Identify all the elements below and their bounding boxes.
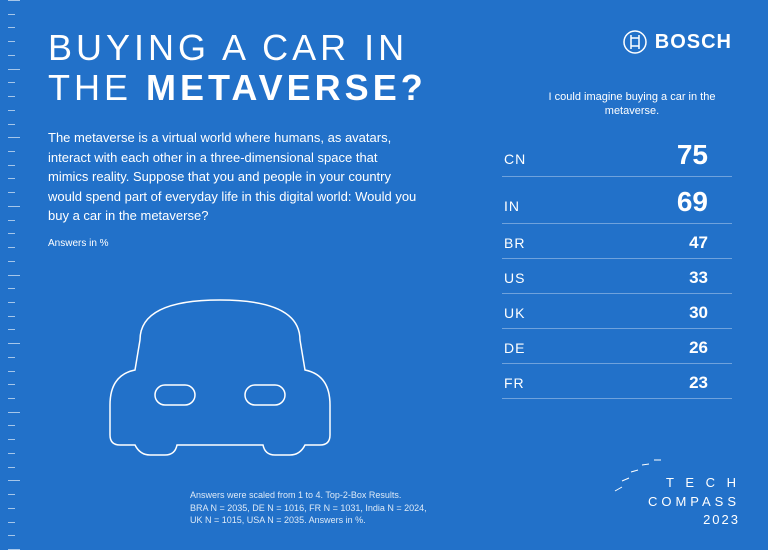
footnote-line: Answers were scaled from 1 to 4. Top-2-B… xyxy=(190,489,427,502)
answers-label: Answers in % xyxy=(48,238,109,249)
data-subtitle: I could imagine buying a car in the meta… xyxy=(532,90,732,119)
compass-word-tech: T E C H xyxy=(648,474,740,492)
data-row: BR 47 xyxy=(502,224,732,259)
car-illustration xyxy=(105,285,335,460)
main-title: BUYING A CAR IN THE METAVERSE? xyxy=(48,28,427,107)
country-code: BR xyxy=(504,235,525,251)
footnote: Answers were scaled from 1 to 4. Top-2-B… xyxy=(190,489,427,527)
ruler-scale xyxy=(8,0,20,549)
data-row: FR 23 xyxy=(502,364,732,399)
logo-text: BOSCH xyxy=(655,31,732,54)
country-value: 47 xyxy=(689,233,730,253)
country-code: IN xyxy=(504,198,520,214)
tech-compass-badge: T E C H COMPASS 2023 xyxy=(600,419,740,529)
title-line1: BUYING A CAR IN xyxy=(48,28,427,68)
country-code: US xyxy=(504,270,525,286)
country-value: 23 xyxy=(689,373,730,393)
country-code: FR xyxy=(504,375,525,391)
footnote-line: BRA N = 2035, DE N = 1016, FR N = 1031, … xyxy=(190,502,427,515)
data-table: CN 75 IN 69 BR 47 US 33 UK 30 DE 26 FR 23 xyxy=(502,130,732,399)
data-row: IN 69 xyxy=(502,177,732,224)
country-value: 33 xyxy=(689,268,730,288)
bosch-logo: BOSCH xyxy=(623,30,732,54)
country-code: UK xyxy=(504,305,525,321)
country-code: DE xyxy=(504,340,525,356)
data-row: US 33 xyxy=(502,259,732,294)
data-row: CN 75 xyxy=(502,130,732,177)
country-code: CN xyxy=(504,151,526,167)
data-row: DE 26 xyxy=(502,329,732,364)
data-row: UK 30 xyxy=(502,294,732,329)
bosch-logo-icon xyxy=(623,30,647,54)
compass-word-compass: COMPASS xyxy=(648,493,740,511)
country-value: 26 xyxy=(689,338,730,358)
title-line2: THE METAVERSE? xyxy=(48,68,427,108)
country-value: 75 xyxy=(677,139,730,171)
compass-year: 2023 xyxy=(648,511,740,529)
country-value: 30 xyxy=(689,303,730,323)
country-value: 69 xyxy=(677,186,730,218)
description: The metaverse is a virtual world where h… xyxy=(48,128,418,226)
compass-text: T E C H COMPASS 2023 xyxy=(648,474,740,529)
footnote-line: UK N = 1015, USA N = 2035. Answers in %. xyxy=(190,514,427,527)
